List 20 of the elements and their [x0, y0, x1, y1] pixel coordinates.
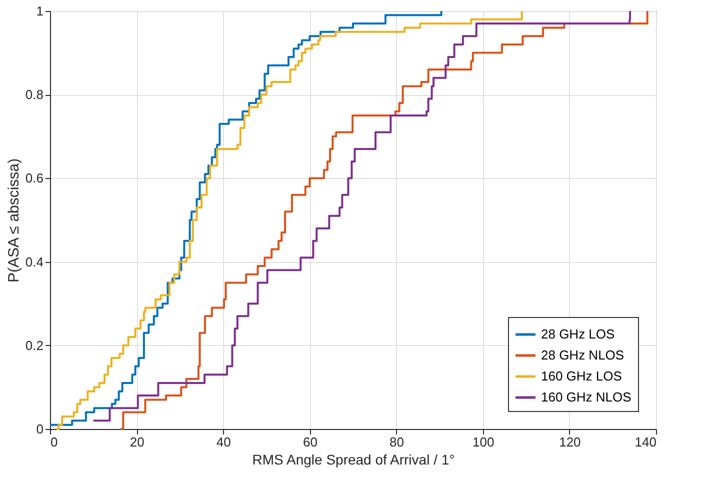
x-tick-label: 120	[559, 434, 581, 450]
legend-label: 160 GHz NLOS	[541, 390, 632, 404]
y-tick-label: 0.4	[25, 254, 44, 270]
y-tick-label: 0.2	[25, 338, 44, 353]
y-tick-label: 0.8	[25, 87, 44, 102]
y-tick-label: 1	[36, 4, 44, 18]
y-axis-title: P(ASA ≤ abscissa)	[5, 158, 22, 283]
x-tick-label: 40	[216, 434, 231, 450]
legend-label: 28 GHz NLOS	[541, 348, 624, 362]
x-tick-label: 100	[472, 434, 494, 450]
x-axis-title: RMS Angle Spread of Arrival / 1°	[252, 452, 455, 468]
x-tick-label: 140	[634, 434, 656, 450]
legend-label: 160 GHz LOS	[541, 368, 622, 384]
x-tick-label: 0	[50, 434, 58, 450]
x-tick-label: 80	[390, 434, 404, 450]
y-tick-label: 0	[36, 422, 44, 436]
x-tick-label: 20	[130, 434, 144, 450]
y-tick-label: 0.6	[25, 170, 44, 186]
x-tick-label: 60	[302, 434, 318, 450]
legend-label: 28 GHz LOS	[541, 326, 616, 342]
